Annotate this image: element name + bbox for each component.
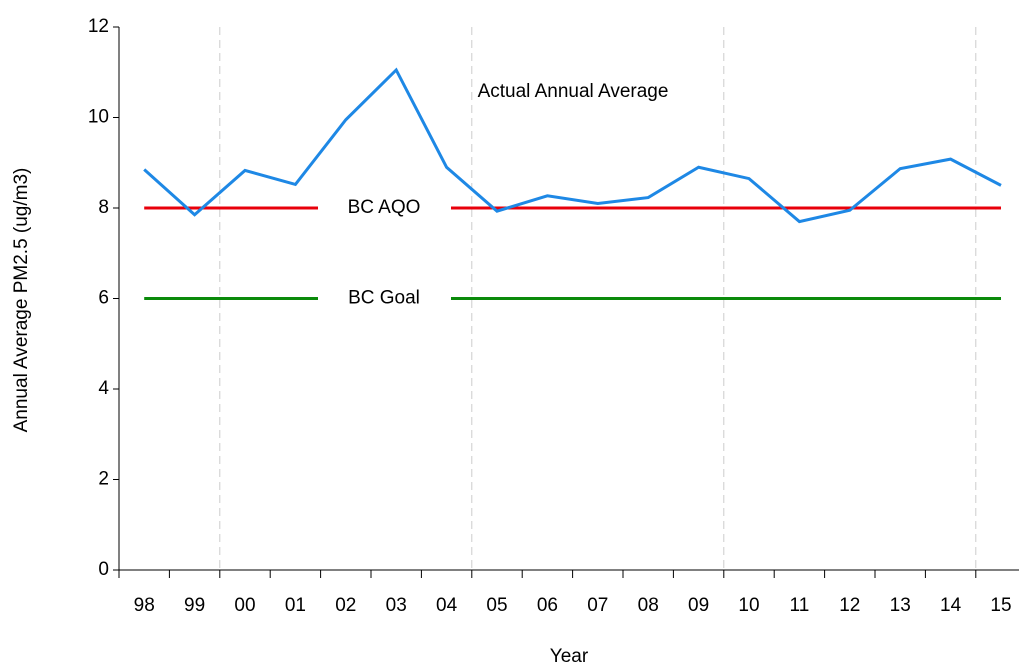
data-line: [143, 67, 1002, 224]
x-tick-label: 10: [738, 595, 759, 616]
y-tick-label: 6: [98, 288, 109, 309]
y-tick-label: 10: [88, 107, 109, 128]
label-background: [318, 194, 451, 222]
reference-label: BC AQO: [348, 197, 421, 218]
x-tick-label: 98: [134, 595, 155, 616]
x-tick-label: 06: [537, 595, 558, 616]
series-label: Actual Annual Average: [478, 81, 669, 102]
x-tick-label: 01: [285, 595, 306, 616]
y-tick-label: 8: [98, 197, 109, 218]
x-tick-label: 00: [234, 595, 255, 616]
reference-label: BC Goal: [348, 288, 420, 309]
x-tick-label: 15: [990, 595, 1011, 616]
x-tick-label: 11: [790, 595, 810, 616]
x-tick-label: 13: [890, 595, 911, 616]
x-tick-label: 12: [839, 595, 860, 616]
x-tick-label: 08: [638, 595, 659, 616]
y-tick-label: 4: [98, 378, 109, 399]
y-tick-label: 0: [98, 559, 109, 580]
x-tick-label: 09: [688, 595, 709, 616]
x-tick-label: 05: [486, 595, 507, 616]
label-background: [318, 284, 451, 313]
x-tick-label: 99: [184, 595, 205, 616]
x-tick-label: 07: [587, 595, 608, 616]
x-tick-label: 04: [436, 595, 458, 616]
x-axis-label: Year: [550, 646, 589, 667]
y-tick-label: 2: [98, 469, 109, 490]
y-axis-label: Annual Average PM2.5 (ug/m3): [11, 168, 32, 433]
x-tick-label: 14: [940, 595, 962, 616]
x-tick-label: 02: [335, 595, 356, 616]
x-tick-label: 03: [386, 595, 407, 616]
y-tick-label: 12: [88, 16, 109, 37]
